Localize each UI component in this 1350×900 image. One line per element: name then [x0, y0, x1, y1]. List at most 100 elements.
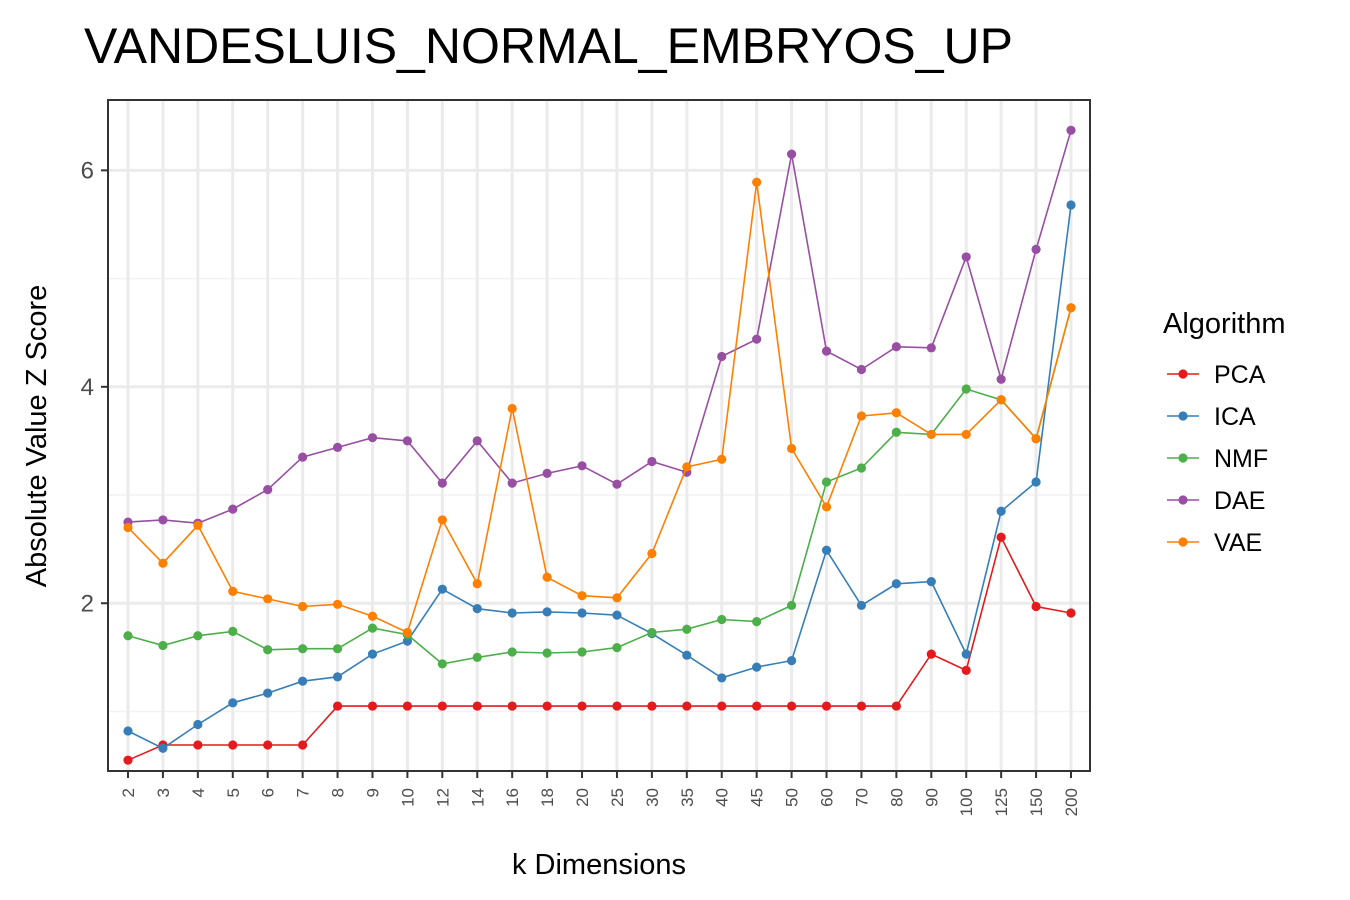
series-line-dae	[127, 130, 1072, 525]
x-tick-label: 35	[678, 788, 697, 807]
data-point	[821, 477, 832, 487]
data-point	[123, 522, 133, 533]
data-point	[752, 701, 762, 711]
data-point	[193, 631, 203, 641]
data-point	[612, 610, 622, 620]
data-point	[717, 351, 727, 362]
data-point	[786, 701, 797, 711]
data-point	[926, 429, 936, 440]
plot-area	[107, 99, 1091, 772]
legend-key-point	[1178, 537, 1188, 547]
data-point	[1031, 434, 1041, 444]
data-point	[682, 650, 692, 660]
data-point	[996, 532, 1006, 542]
x-axis-title: k Dimensions	[512, 849, 686, 881]
data-point	[367, 623, 378, 633]
data-point	[472, 701, 482, 711]
data-point	[717, 614, 727, 625]
data-point	[158, 558, 168, 568]
data-point	[472, 604, 482, 614]
data-point	[996, 374, 1006, 384]
data-point	[752, 662, 762, 672]
data-point	[158, 515, 168, 525]
data-point	[472, 579, 482, 589]
y-axis-title: Absolute Value Z Score	[21, 285, 53, 588]
data-point	[402, 436, 413, 446]
data-point	[682, 462, 692, 472]
legend-key-point	[1178, 495, 1188, 505]
series-line-pca	[127, 534, 1072, 761]
data-point	[437, 584, 447, 594]
data-point	[961, 429, 971, 440]
data-point	[367, 433, 378, 443]
x-tick-label: 125	[992, 788, 1011, 816]
x-tick-label: 4	[189, 788, 208, 797]
x-tick-label: 9	[363, 788, 382, 797]
legend-key-point	[1178, 369, 1188, 379]
data-point	[647, 701, 657, 711]
data-point	[332, 672, 343, 682]
y-tick-label: 6	[81, 157, 94, 184]
data-point	[437, 701, 447, 711]
data-point	[682, 701, 692, 711]
x-tick-label: 150	[1027, 788, 1046, 816]
data-point	[961, 649, 971, 659]
data-point	[263, 594, 273, 604]
data-point	[891, 427, 901, 437]
data-point	[298, 601, 308, 612]
data-point	[612, 701, 622, 711]
data-point	[856, 600, 867, 611]
data-point	[332, 701, 343, 711]
data-point	[367, 611, 378, 621]
x-tick-label: 3	[154, 788, 173, 797]
data-point	[332, 442, 343, 453]
data-point	[542, 572, 552, 582]
x-tick-label: 16	[503, 788, 522, 807]
data-point	[542, 648, 552, 658]
x-tick-label: 100	[957, 788, 976, 816]
data-point	[821, 346, 832, 356]
data-point	[298, 740, 308, 750]
data-point	[1066, 608, 1076, 618]
legend-label: ICA	[1214, 403, 1256, 431]
chart-title: VANDESLUIS_NORMAL_EMBRYOS_UP	[84, 18, 1013, 74]
data-point	[996, 506, 1006, 516]
x-tick-label: 2	[119, 788, 138, 797]
legend-label: PCA	[1214, 361, 1266, 389]
data-point	[507, 403, 517, 414]
data-point	[752, 617, 762, 627]
data-point	[402, 627, 413, 638]
data-point	[507, 478, 517, 488]
data-point	[263, 485, 273, 495]
data-point	[1031, 601, 1041, 612]
data-point	[158, 640, 168, 651]
legend-key-point	[1178, 411, 1188, 421]
data-point	[472, 652, 482, 662]
data-point	[647, 548, 657, 559]
data-point	[996, 395, 1006, 405]
data-point	[298, 676, 308, 686]
data-point	[961, 252, 971, 262]
data-point	[1066, 303, 1076, 313]
x-tick-label: 8	[329, 788, 348, 797]
data-point	[263, 688, 273, 698]
data-point	[298, 452, 308, 462]
x-tick-label: 60	[818, 788, 837, 807]
x-tick-label: 70	[852, 788, 871, 807]
x-tick-label: 40	[713, 788, 732, 807]
data-point	[961, 384, 971, 394]
data-point	[891, 342, 901, 352]
legend-label: DAE	[1214, 487, 1265, 515]
data-point	[647, 627, 657, 638]
data-point	[926, 577, 936, 587]
data-point	[717, 454, 727, 464]
data-point	[437, 659, 447, 669]
data-point	[891, 579, 901, 589]
x-tick-label: 14	[468, 788, 487, 807]
x-tick-label: 6	[259, 788, 278, 797]
series-line-vae	[127, 182, 1072, 634]
data-point	[612, 643, 622, 653]
data-point	[542, 607, 552, 617]
